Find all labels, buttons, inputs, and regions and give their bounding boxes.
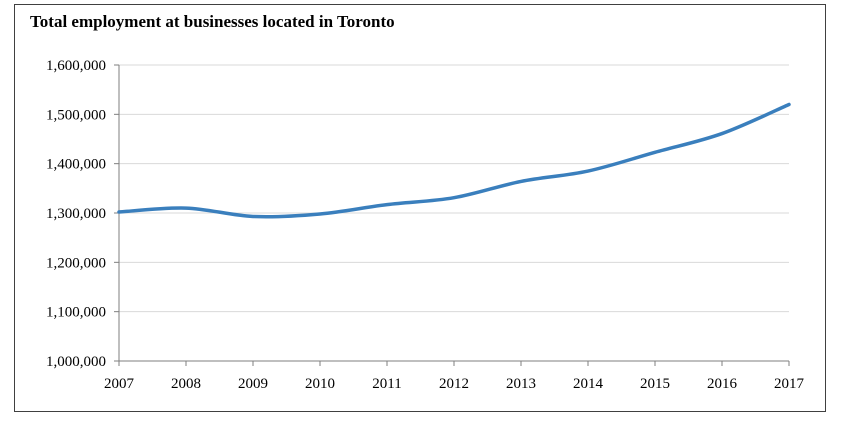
- gridlines: [119, 64, 789, 313]
- chart-frame: [14, 4, 826, 412]
- y-tick-label: 1,500,000: [46, 107, 106, 123]
- x-tick-label: 2017: [774, 376, 805, 392]
- series-layer: [117, 102, 791, 219]
- x-tick-label: 2014: [573, 376, 604, 392]
- x-tick-label: 2008: [171, 376, 201, 392]
- y-tick-label: 1,300,000: [46, 206, 106, 222]
- y-tick-label: 1,600,000: [46, 58, 106, 74]
- x-tick-labels: 2007 2008 2009 2010 2011 2012 2013 2014 2015 2016…: [104, 376, 805, 392]
- x-tick-label: 2016: [707, 376, 738, 392]
- y-tick-label: 1,100,000: [46, 305, 106, 321]
- x-tick-label: 2010: [305, 376, 335, 392]
- x-tick-label: 2015: [640, 376, 670, 392]
- y-tick-labels: 1,000,000 1,100,000 1,200,000 1,300,000 1,40…: [46, 58, 106, 370]
- y-tick-label: 1,400,000: [46, 157, 106, 173]
- x-tick-label: 2012: [439, 376, 469, 392]
- x-tick-label: 2009: [238, 376, 268, 392]
- x-tick-label: 2007: [104, 376, 135, 392]
- x-tick-label: 2013: [506, 376, 536, 392]
- chart-title: Total employment at businesses located i…: [30, 12, 395, 31]
- y-tick-label: 1,200,000: [46, 255, 106, 271]
- series-line: [117, 102, 791, 219]
- axes: [114, 64, 790, 366]
- x-tick-label: 2011: [372, 376, 401, 392]
- y-tick-label: 1,000,000: [46, 354, 106, 370]
